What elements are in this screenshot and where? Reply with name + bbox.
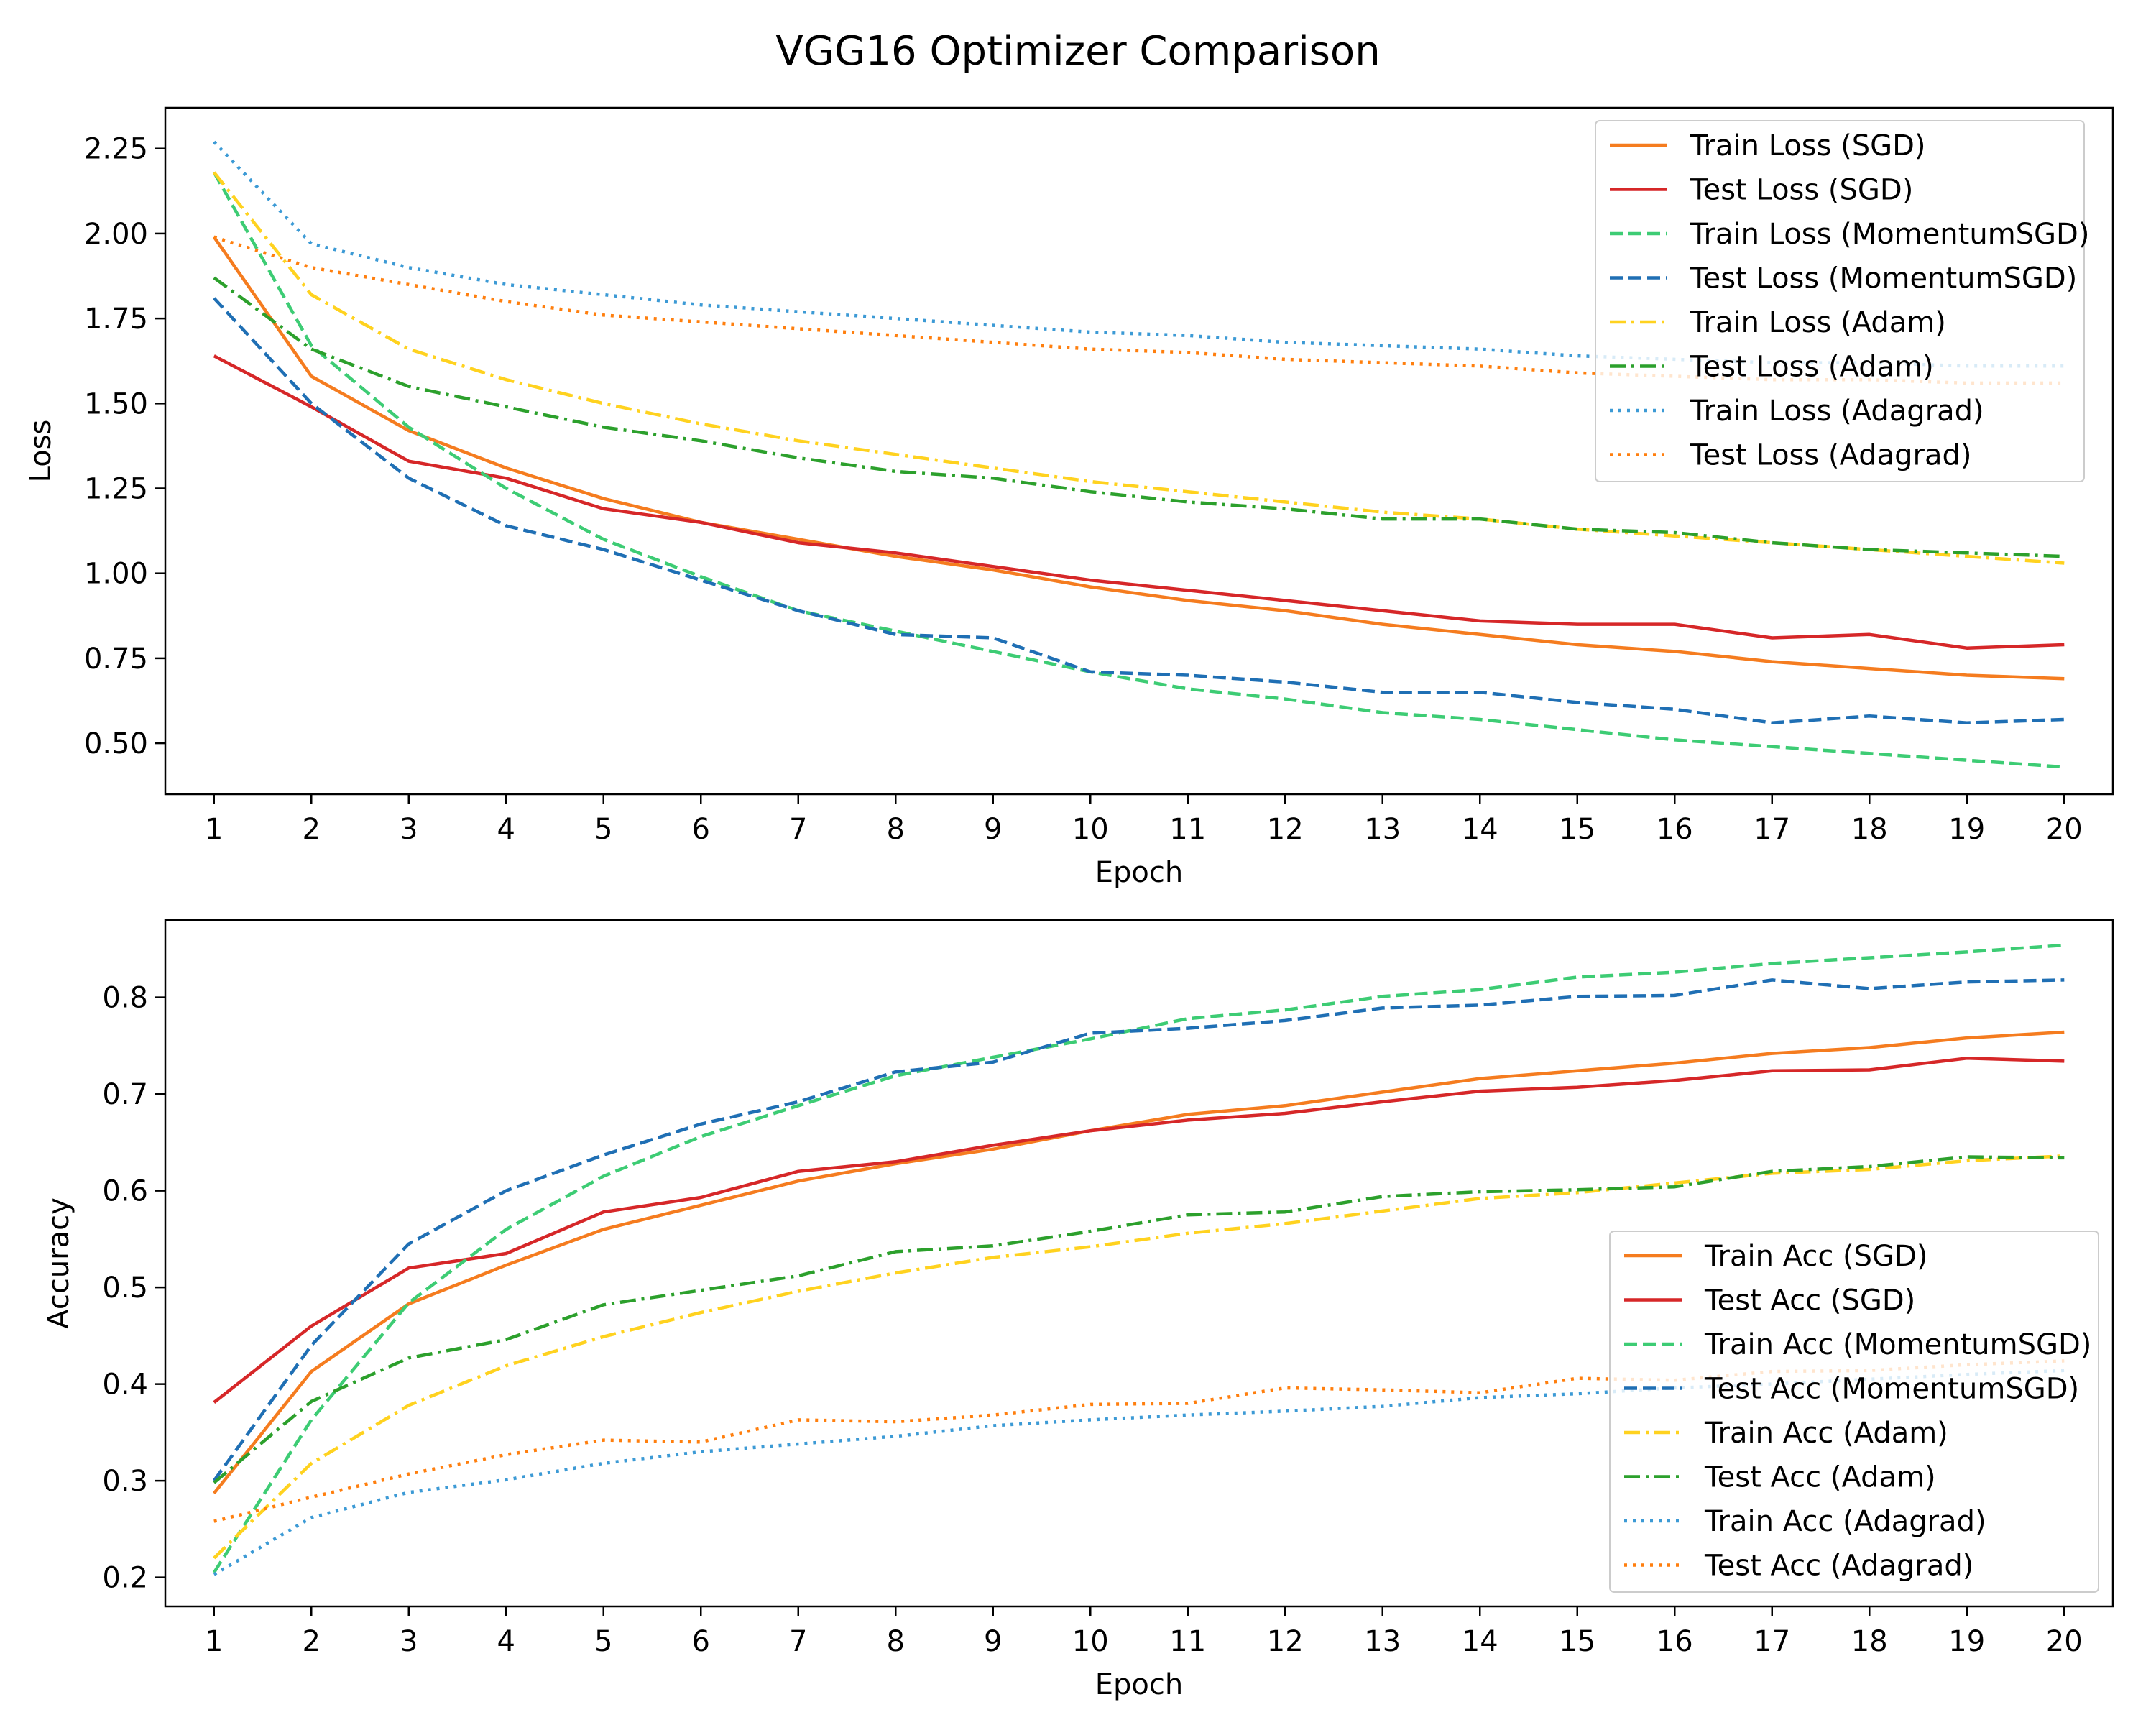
x-tick-label: 10: [1072, 813, 1109, 846]
legend-label: Train Loss (Adam): [1690, 306, 1946, 339]
series-line: [213, 1154, 2065, 1560]
series-line: [213, 1057, 2065, 1404]
x-tick-label: 3: [400, 813, 418, 846]
y-tick-label: 0.6: [102, 1175, 148, 1208]
x-tick-label: 13: [1364, 1625, 1401, 1658]
y-tick-label: 1.50: [84, 387, 148, 420]
series-line: [213, 297, 2065, 724]
legend: Train Loss (SGD) Test Loss (SGD) Train Los…: [1595, 120, 2089, 482]
x-axis-label: Epoch: [1095, 1668, 1183, 1701]
legend-label: Train Loss (MomentumSGD): [1690, 218, 2089, 251]
series-line: [213, 276, 2065, 558]
legend-label: Test Loss (Adam): [1690, 351, 1934, 384]
series-line: [212, 171, 2065, 769]
y-tick-label: 0.2: [102, 1562, 148, 1595]
legend-label: Test Loss (SGD): [1690, 174, 1913, 207]
chart-panel-2: 1 2 3 4 5 6 7 8 9 10 11 12 13 14 15 16 17 18 19 200.20.30.4…: [42, 919, 2114, 1701]
chart-panel-1: 1 2 3 4 5 6 7 8 9 10 11 12 13 14 15 16 17 18 19 200.500.751…: [24, 106, 2114, 889]
x-tick-label: 10: [1072, 1625, 1109, 1658]
plot-frame: [164, 106, 2114, 796]
x-tick-label: 8: [887, 813, 905, 846]
legend: Train Acc (SGD) Test Acc (SGD) Train Acc (…: [1609, 1230, 2099, 1593]
x-tick-label: 6: [692, 813, 710, 846]
x-tick-label: 15: [1559, 813, 1595, 846]
y-tick-label: 0.50: [84, 727, 148, 760]
x-tick-label: 14: [1462, 813, 1498, 846]
y-tick-label: 0.8: [102, 982, 148, 1015]
y-tick-label: 0.7: [102, 1078, 148, 1111]
x-tick-label: 19: [1948, 1625, 1985, 1658]
y-tick-label: 2.00: [84, 218, 148, 251]
y-tick-label: 1.00: [84, 558, 148, 591]
x-tick-label: 1: [205, 1625, 223, 1658]
series-line: [213, 1155, 2065, 1484]
x-axis-label: Epoch: [1095, 856, 1183, 889]
series-line: [212, 978, 2065, 1482]
x-tick-label: 18: [1851, 813, 1888, 846]
series-line: [213, 140, 2065, 368]
y-tick-label: 1.75: [84, 303, 148, 336]
x-tick-label: 6: [692, 1625, 710, 1658]
y-tick-label: 0.4: [102, 1368, 148, 1402]
x-tick-label: 4: [497, 1625, 515, 1658]
plot-frame: [164, 919, 2114, 1608]
x-tick-label: 5: [594, 813, 612, 846]
x-tick-label: 20: [2046, 1625, 2083, 1658]
x-tick-label: 11: [1169, 813, 1206, 846]
legend-box: [1595, 120, 2085, 482]
x-tick-label: 19: [1948, 813, 1985, 846]
legend-label: Train Acc (Adam): [1704, 1417, 1948, 1450]
y-tick-label: 0.75: [84, 643, 148, 676]
figure-title: VGG16 Optimizer Comparison: [775, 28, 1380, 75]
x-tick-label: 13: [1364, 813, 1401, 846]
x-tick-label: 14: [1462, 1625, 1498, 1658]
legend-box: [1609, 1230, 2099, 1593]
y-axis-label: Loss: [24, 420, 57, 483]
series-line: [212, 236, 2065, 681]
series-line: [213, 1368, 2065, 1576]
x-tick-label: 16: [1657, 813, 1693, 846]
x-tick-label: 9: [984, 813, 1002, 846]
legend-label: Train Acc (SGD): [1704, 1240, 1927, 1273]
x-tick-label: 5: [594, 1625, 612, 1658]
legend-label: Test Acc (SGD): [1704, 1284, 1915, 1317]
x-tick-label: 7: [789, 1625, 807, 1658]
legend-label: Test Acc (MomentumSGD): [1704, 1373, 2079, 1406]
chart-panels: 1 2 3 4 5 6 7 8 9 10 11 12 13 14 15 16 17 18 19 200.500.751…: [24, 106, 2114, 1701]
x-tick-label: 1: [205, 813, 223, 846]
y-tick-label: 0.3: [102, 1465, 148, 1498]
y-tick-label: 0.5: [102, 1271, 148, 1305]
x-tick-label: 9: [984, 1625, 1002, 1658]
x-tick-label: 15: [1559, 1625, 1595, 1658]
x-tick-label: 7: [789, 813, 807, 846]
x-tick-label: 12: [1267, 1625, 1304, 1658]
x-tick-label: 20: [2046, 813, 2083, 846]
x-tick-label: 3: [400, 1625, 418, 1658]
legend-label: Test Acc (Adam): [1704, 1461, 1936, 1494]
x-tick-label: 12: [1267, 813, 1304, 846]
x-tick-label: 4: [497, 813, 515, 846]
x-tick-label: 11: [1169, 1625, 1206, 1658]
x-tick-label: 2: [303, 813, 321, 846]
legend-label: Test Loss (Adagrad): [1690, 439, 1971, 472]
legend-label: Train Loss (SGD): [1690, 129, 1926, 162]
legend-label: Test Acc (Adagrad): [1704, 1550, 1973, 1583]
series-line: [213, 354, 2065, 650]
x-tick-label: 17: [1754, 813, 1790, 846]
legend-label: Test Loss (MomentumSGD): [1690, 262, 2077, 295]
y-tick-label: 1.25: [84, 473, 148, 506]
legend-label: Train Loss (Adagrad): [1690, 395, 1984, 428]
legend-label: Train Acc (MomentumSGD): [1704, 1328, 2091, 1361]
x-tick-label: 18: [1851, 1625, 1888, 1658]
x-tick-label: 16: [1657, 1625, 1693, 1658]
series-line: [212, 943, 2065, 1574]
y-tick-label: 2.25: [84, 133, 148, 166]
x-tick-label: 8: [887, 1625, 905, 1658]
legend-label: Train Acc (Adagrad): [1704, 1505, 1986, 1538]
x-tick-label: 2: [303, 1625, 321, 1658]
series-line: [213, 1030, 2065, 1495]
y-axis-label: Accuracy: [42, 1197, 75, 1329]
x-tick-label: 17: [1754, 1625, 1790, 1658]
